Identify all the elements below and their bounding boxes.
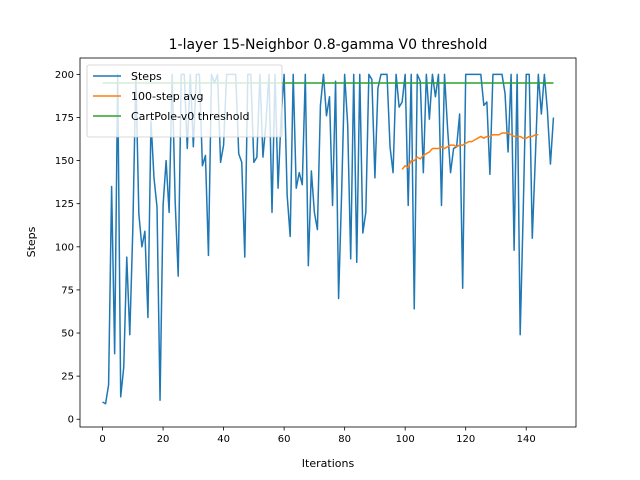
x-tick-label: 100 [396, 434, 415, 445]
x-tick-label: 140 [517, 434, 536, 445]
y-tick-label: 150 [55, 156, 74, 167]
legend-label-3: CartPole-v0 threshold [131, 110, 250, 123]
y-axis-label: Steps [25, 226, 38, 257]
x-tick-label: 40 [217, 434, 230, 445]
y-axis: 0 25 50 75 100 125 150 175 200 [55, 70, 80, 426]
chart-title: 1-layer 15-Neighbor 0.8-gamma V0 thresho… [169, 37, 488, 53]
y-tick-label: 125 [55, 199, 74, 210]
x-axis-label: Iterations [302, 457, 355, 470]
legend-label-1: Steps [131, 70, 162, 83]
x-tick-label: 20 [157, 434, 170, 445]
y-tick-label: 100 [55, 242, 74, 253]
y-tick-label: 175 [55, 113, 74, 124]
legend-label-2: 100-step avg [131, 90, 204, 103]
y-tick-label: 75 [61, 285, 74, 296]
y-tick-label: 25 [61, 372, 74, 383]
series-line-1 [102, 73, 555, 405]
x-axis: 0 20 40 60 80 100 120 140 [99, 427, 536, 445]
legend: Steps 100-step avg CartPole-v0 threshold [86, 64, 283, 138]
y-tick-label: 200 [55, 70, 74, 81]
series-line-2 [401, 132, 539, 170]
y-tick-label: 50 [61, 329, 74, 340]
x-tick-label: 120 [456, 434, 475, 445]
legend-box [86, 64, 283, 138]
plot-frame [79, 57, 577, 428]
x-tick-label: 60 [278, 434, 291, 445]
x-tick-label: 80 [338, 434, 351, 445]
y-tick-label: 0 [68, 415, 74, 426]
x-tick-label: 0 [99, 434, 105, 445]
